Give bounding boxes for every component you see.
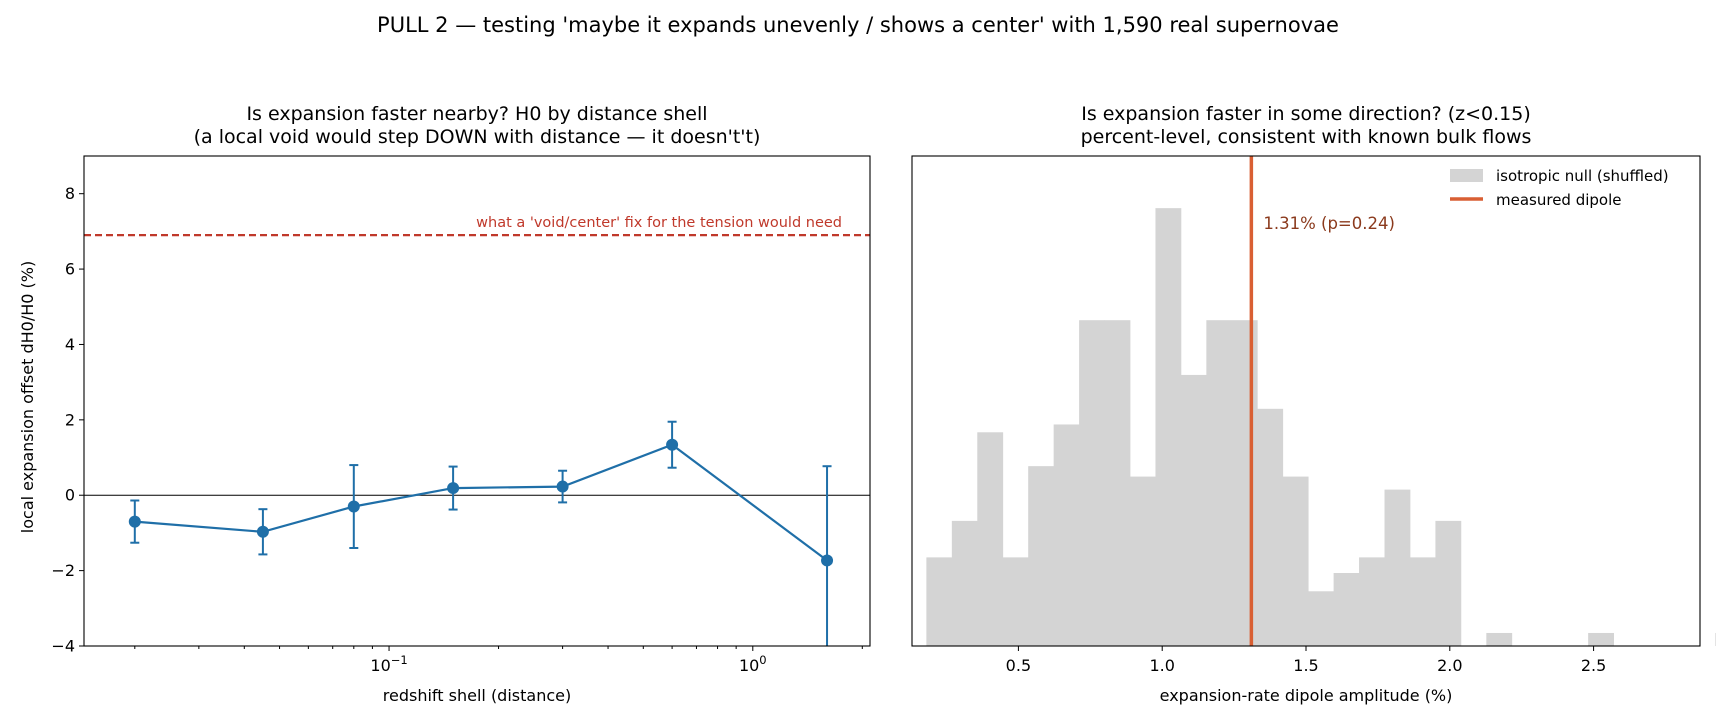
left-axes-frame [83, 155, 871, 647]
hist-bar [1129, 476, 1156, 646]
y-tick-label: −2 [51, 561, 75, 580]
left-chart: Is expansion faster nearby? H0 by distan… [18, 103, 871, 705]
left-chart-xlabel: redshift shell (distance) [383, 686, 571, 705]
x-tick-label: 1.5 [1293, 656, 1318, 675]
hist-bar [1206, 320, 1233, 646]
data-point [347, 500, 360, 513]
data-point [821, 554, 834, 567]
x-tick-label: 2.0 [1437, 656, 1462, 675]
right-chart-xlabel: expansion-rate dipole amplitude (%) [1160, 686, 1453, 705]
measured-dipole-label: 1.31% (p=0.24) [1263, 214, 1395, 233]
x-tick-label: 1.0 [1149, 656, 1174, 675]
right-plot-area: 1.31% (p=0.24) 0.5 1.0 1.5 2.0 2.5 [911, 155, 1716, 675]
reference-line-label: what a 'void/center' fix for the tension… [476, 215, 842, 231]
hist-bar [1079, 320, 1105, 646]
right-chart-legend: isotropic null (shuffled) measured dipol… [1450, 167, 1669, 209]
right-chart-title-line2: percent-level, consistent with known bul… [1081, 126, 1532, 148]
data-point [556, 480, 569, 493]
hist-bar [1053, 424, 1080, 646]
left-chart-title-line1: Is expansion faster nearby? H0 by distan… [246, 103, 707, 125]
right-chart: Is expansion faster in some direction? (… [911, 103, 1716, 705]
hist-bar [1486, 632, 1513, 646]
hist-bar [977, 432, 1004, 646]
x-tick-label: 10−1 [370, 653, 407, 675]
legend-label-null: isotropic null (shuffled) [1496, 167, 1669, 185]
data-point [447, 482, 460, 495]
hist-bar [1180, 374, 1207, 646]
left-chart-title-line2: (a local void would step DOWN with dista… [194, 126, 761, 148]
hist-bar [1231, 320, 1258, 646]
y-tick-label: 6 [65, 260, 75, 279]
hist-bar [1333, 573, 1360, 646]
y-tick-label: 4 [65, 335, 75, 354]
hist-bar [1308, 591, 1335, 646]
figure-suptitle: PULL 2 — testing 'maybe it expands uneve… [377, 13, 1339, 37]
hist-bar [1359, 557, 1385, 646]
y-tick-label: 8 [65, 184, 75, 203]
hist-bar [1588, 632, 1614, 646]
hist-bar [1282, 476, 1309, 646]
hist-bar [1028, 466, 1055, 646]
hist-bar [1104, 320, 1131, 646]
data-point [128, 515, 141, 528]
hist-bar [951, 520, 978, 646]
left-plot-area: what a 'void/center' fix for the tension… [51, 155, 871, 675]
y-tick-label: 2 [65, 410, 75, 429]
series-line [134, 443, 828, 562]
left-chart-ylabel: local expansion offset dH0/H0 (%) [18, 261, 37, 533]
x-tick-label: 100 [739, 653, 767, 675]
y-tick-label: −4 [51, 637, 75, 656]
hist-bar [1435, 520, 1462, 646]
hist-bar [1257, 408, 1284, 646]
x-tick-label: 2.5 [1581, 656, 1606, 675]
data-point [666, 438, 679, 451]
hist-bar [1002, 557, 1029, 646]
x-tick-label: 0.5 [1006, 656, 1031, 675]
hist-bar [1155, 208, 1182, 646]
hist-bar [1384, 489, 1411, 646]
legend-swatch-null [1450, 169, 1483, 182]
hist-bar [1409, 557, 1436, 646]
hist-bar [926, 557, 953, 646]
y-tick-label: 0 [65, 486, 75, 505]
legend-label-measured: measured dipole [1496, 191, 1622, 209]
right-chart-title-line1: Is expansion faster in some direction? (… [1081, 103, 1531, 125]
data-point [256, 525, 269, 538]
